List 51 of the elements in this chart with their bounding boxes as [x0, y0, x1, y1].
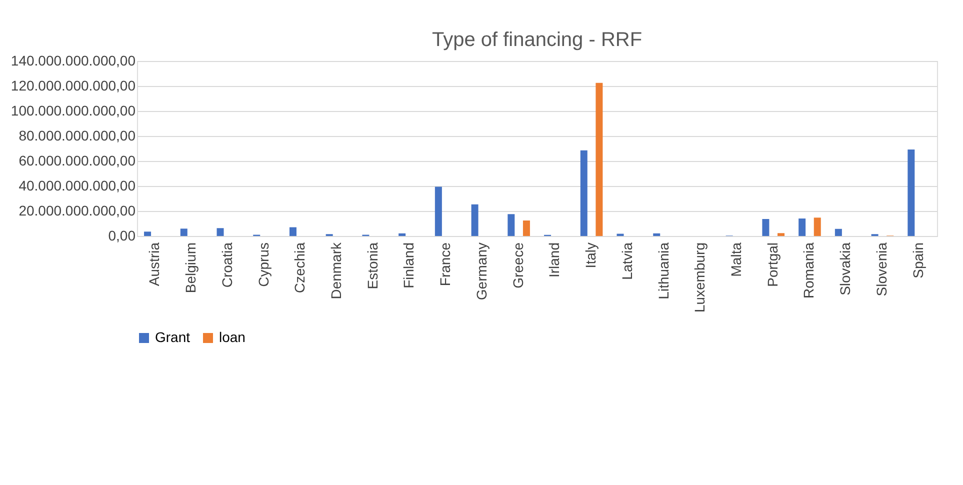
x-tick-label: Portgal	[764, 242, 780, 287]
y-tick-label: 80.000.000.000,00	[18, 128, 136, 144]
bar	[398, 233, 406, 236]
x-tick-label: Romania	[800, 242, 817, 299]
x-tick-label: Lithuania	[655, 242, 672, 300]
y-tick-label: 40.000.000.000,00	[18, 178, 136, 194]
x-tick-label: Finland	[400, 242, 417, 288]
y-tick-label: 120.000.000.000,00	[10, 78, 136, 94]
bar	[580, 150, 588, 236]
x-tick-label: France	[437, 242, 454, 286]
bar	[814, 218, 821, 236]
x-tick-label: Austria	[146, 242, 162, 286]
chart-title: Type of financing - RRF	[432, 29, 642, 51]
x-tick-label: Irland	[546, 242, 562, 278]
bar	[834, 228, 842, 236]
y-tick-label: 0,00	[108, 228, 136, 244]
x-tick-label: Cyprus	[255, 242, 272, 287]
x-tick-label: Slovakia	[837, 242, 854, 296]
bar	[778, 233, 785, 236]
bar	[522, 220, 530, 236]
bar	[653, 233, 660, 236]
bar	[508, 214, 515, 236]
y-tick-label: 100.000.000.000,00	[10, 102, 136, 118]
bar	[596, 82, 603, 236]
x-tick-label: Croatia	[218, 242, 235, 288]
x-tick-label: Spain	[910, 242, 926, 278]
bar	[762, 219, 770, 236]
bar	[180, 228, 188, 236]
x-tick-label: Luxemburg	[692, 242, 708, 313]
x-tick-label: Slovenia	[873, 242, 890, 296]
x-tick-label: Malta	[728, 242, 744, 277]
legend-label: loan	[219, 329, 246, 345]
x-tick-label: Estonia	[364, 242, 380, 290]
bar	[144, 232, 152, 236]
bar	[471, 204, 478, 236]
y-tick-label: 60.000.000.000,00	[18, 152, 136, 168]
bar	[216, 228, 224, 236]
x-tick-label: Germany	[473, 242, 490, 300]
x-tick-label: Denmark	[328, 242, 344, 300]
x-tick-label: Greece	[510, 242, 526, 288]
y-tick-label: 20.000.000.000,00	[18, 202, 136, 218]
x-tick-label: Latvia	[618, 242, 635, 280]
x-tick-label: Italy	[582, 242, 599, 268]
bar	[798, 218, 806, 236]
legend-label: Grant	[155, 329, 190, 345]
bar	[289, 227, 296, 236]
bar	[908, 150, 915, 236]
bar	[434, 186, 442, 236]
x-tick-label: Belgium	[182, 242, 199, 294]
y-tick-label: 140.000.000.000,00	[10, 52, 136, 68]
x-tick-label: Czechia	[292, 242, 308, 294]
